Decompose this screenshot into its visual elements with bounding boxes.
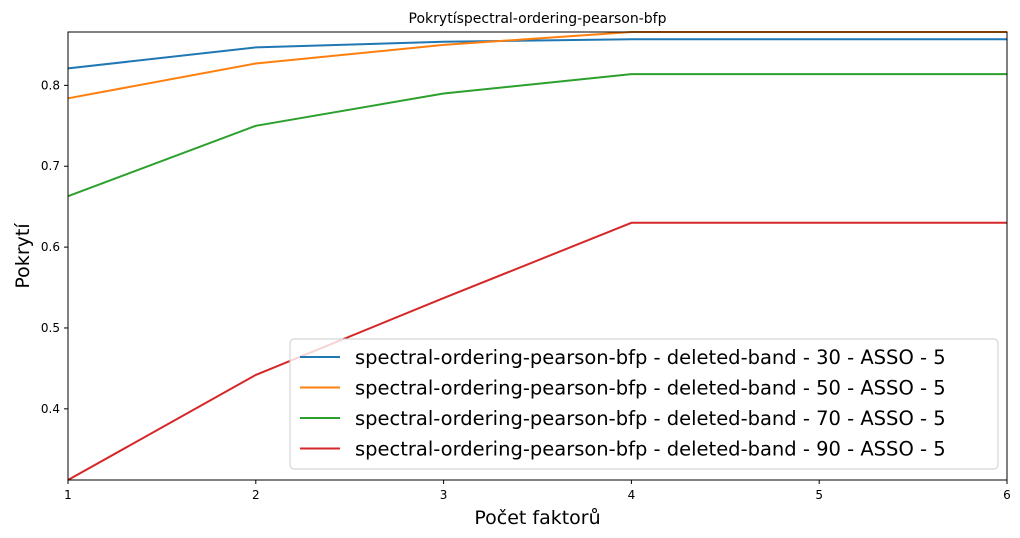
series-line-1 bbox=[67, 38, 1007, 70]
x-tick-label: 1 bbox=[64, 488, 72, 502]
series-line-3 bbox=[67, 73, 1007, 198]
y-tick-label: 0.7 bbox=[41, 159, 60, 173]
legend-label-3: spectral-ordering-pearson-bfp - deleted-… bbox=[355, 407, 946, 430]
legend-label-2: spectral-ordering-pearson-bfp - deleted-… bbox=[355, 377, 946, 400]
y-axis-label: Pokrytí bbox=[12, 223, 34, 289]
y-tick-label: 0.6 bbox=[41, 240, 60, 254]
plot-frame bbox=[67, 31, 1008, 481]
x-tick-label: 2 bbox=[252, 488, 260, 502]
x-tick-label: 4 bbox=[628, 488, 636, 502]
x-tick-label: 6 bbox=[1003, 488, 1011, 502]
y-tick-label: 0.5 bbox=[41, 321, 60, 335]
x-axis: 1 2 3 4 5 6 bbox=[64, 480, 1011, 502]
y-tick-label: 0.4 bbox=[41, 402, 60, 416]
x-tick-label: 3 bbox=[440, 488, 448, 502]
y-axis: 0.4 0.5 0.6 0.7 0.8 bbox=[41, 78, 68, 416]
legend-label-1: spectral-ordering-pearson-bfp - deleted-… bbox=[355, 346, 946, 369]
series-line-2 bbox=[67, 31, 1007, 100]
series-line-4 bbox=[67, 221, 1007, 481]
chart-title: Pokrytíspectral-ordering-pearson-bfp bbox=[409, 11, 667, 27]
legend-box bbox=[289, 338, 999, 470]
y-tick-label: 0.8 bbox=[41, 78, 60, 92]
legend-label-4: spectral-ordering-pearson-bfp - deleted-… bbox=[355, 438, 946, 461]
legend: spectral-ordering-pearson-bfp - deleted-… bbox=[289, 338, 999, 470]
x-tick-label: 5 bbox=[815, 488, 823, 502]
x-axis-label: Počet faktorů bbox=[474, 507, 600, 529]
